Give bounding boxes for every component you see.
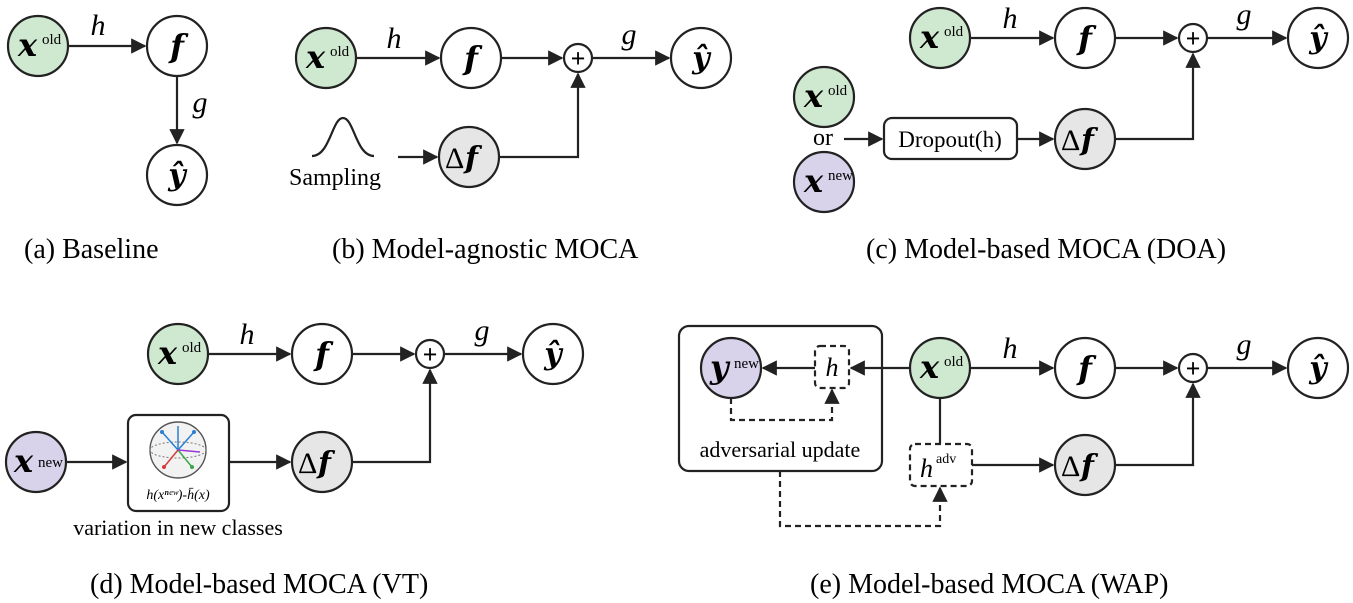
edge-label-g: g [1237, 328, 1252, 361]
edge-label-h: h [387, 22, 402, 55]
y-hat-symbol: ŷ [543, 337, 564, 372]
x-superscript-old: old [330, 44, 350, 60]
h-adv-superscript: adv [936, 452, 956, 467]
panel-e: y new h adversarial update x old f + ŷ h… [677, 324, 1350, 600]
edge-box-hadv-update [778, 471, 948, 528]
node-y-hat [1286, 6, 1350, 70]
panel-c: x old f + ŷ x old or x new Dropout(h) Δ … [792, 0, 1350, 265]
edge-label-g: g [1237, 0, 1252, 31]
x-superscript-old: old [182, 340, 202, 356]
plus-symbol: + [571, 44, 586, 73]
x-superscript-new: new [38, 455, 63, 471]
edge-label-g: g [622, 18, 637, 51]
y-hat-symbol: ŷ [1308, 351, 1329, 386]
edge-label-h: h [1003, 2, 1018, 35]
edge-label-g: g [475, 314, 490, 347]
edge-delta-plus [1115, 382, 1201, 467]
y-symbol: y [709, 348, 731, 386]
node-y-hat [1286, 336, 1350, 400]
x-symbol: x [305, 38, 326, 76]
edge-label-g: g [193, 86, 208, 119]
plus-symbol: + [1186, 24, 1201, 53]
x-superscript-old: old [944, 24, 964, 40]
node-x-new [792, 150, 856, 214]
edge-delta-plus [352, 368, 438, 464]
y-hat-symbol: ŷ [167, 158, 188, 193]
variation-formula: h(xⁿᵉʷ)-h̄(x) [146, 487, 210, 503]
x-symbol: x [803, 162, 824, 200]
x-symbol: x [157, 334, 178, 372]
x-symbol: x [13, 442, 34, 480]
dropout-label: Dropout(h) [898, 127, 1001, 152]
x-superscript-new: new [828, 168, 853, 184]
caption-a: (a) Baseline [24, 234, 159, 265]
sampling-label: Sampling [289, 165, 381, 191]
h-adv-label: h [920, 454, 933, 483]
panel-a: x old f ŷ h g (a) Baseline [6, 9, 209, 265]
caption-d: (d) Model-based MOCA (VT) [90, 569, 428, 600]
node-y-hat [145, 143, 209, 207]
gaussian-sampling-icon [311, 116, 375, 158]
x-symbol: x [919, 348, 940, 386]
or-label: or [813, 125, 833, 151]
edge-ynew-h-update [729, 388, 840, 422]
h-dashed-box [813, 344, 851, 390]
h-dashed-label: h [826, 353, 839, 382]
edge-delta-plus [499, 72, 586, 159]
edge-label-h: h [240, 318, 255, 351]
plus-symbol: + [423, 340, 438, 369]
y-superscript-new: new [734, 356, 759, 372]
caption-b: (b) Model-agnostic MOCA [332, 234, 639, 265]
node-y-hat [521, 322, 585, 386]
delta-symbol: Δ [298, 447, 317, 480]
plus-symbol: + [1186, 354, 1201, 383]
f-symbol: f [1076, 19, 1097, 57]
f-symbol: f [1076, 349, 1097, 387]
x-superscript-old: old [42, 32, 62, 48]
delta-symbol: Δ [445, 142, 464, 175]
y-hat-symbol: ŷ [691, 41, 712, 76]
panel-b: x old f + ŷ Δ f Sampling h g (b) Model-a… [289, 18, 733, 265]
caption-c: (c) Model-based MOCA (DOA) [866, 234, 1226, 265]
node-x-old [792, 65, 856, 129]
x-symbol: x [17, 26, 38, 64]
panel-d: x old f + ŷ x new h(xⁿᵉʷ)-h̄(x) Δ [4, 314, 585, 600]
adv-update-label: adversarial update [700, 437, 861, 462]
edge-label-h: h [1003, 332, 1018, 365]
x-symbol: x [919, 18, 940, 56]
f-symbol: f [462, 39, 483, 77]
edge-delta-plus [1115, 52, 1201, 141]
edge-label-h: h [91, 9, 106, 42]
x-superscript-old: old [828, 83, 848, 99]
x-symbol: x [803, 77, 824, 115]
f-symbol: f [168, 27, 189, 65]
caption-e: (e) Model-based MOCA (WAP) [810, 569, 1169, 600]
f-symbol: f [313, 335, 334, 373]
y-hat-symbol: ŷ [1308, 21, 1329, 56]
x-superscript-old: old [944, 354, 964, 370]
delta-symbol: Δ [1061, 124, 1080, 157]
sphere-icon [149, 421, 207, 479]
delta-symbol: Δ [1061, 450, 1080, 483]
node-y-hat [669, 26, 733, 90]
variation-label: variation in new classes [73, 515, 283, 540]
